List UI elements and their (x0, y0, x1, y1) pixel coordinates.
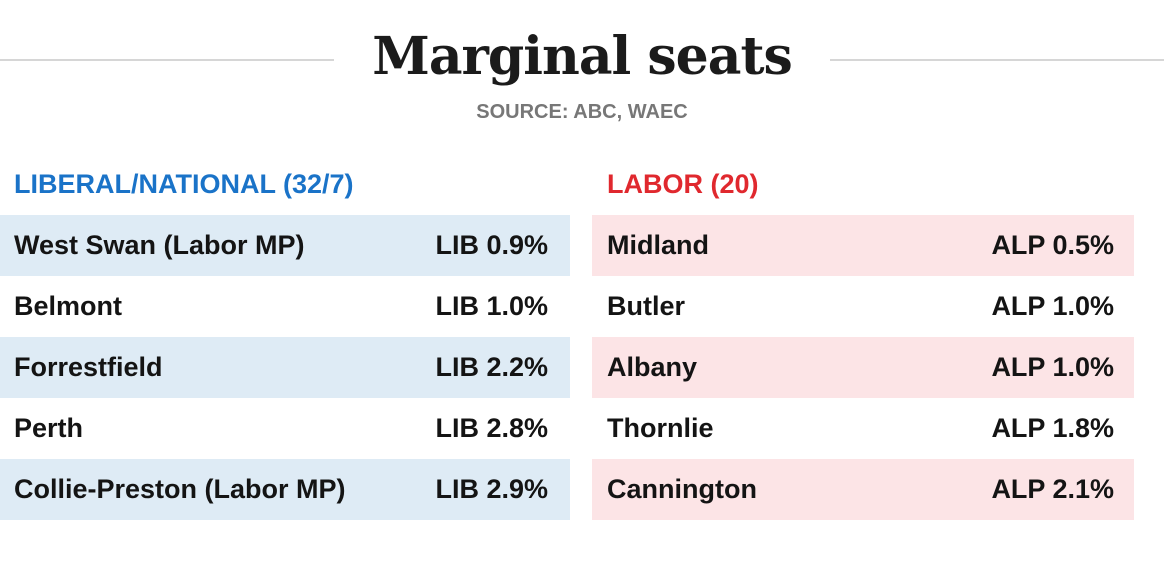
table-row: Thornlie ALP 1.8% (592, 398, 1134, 459)
table-row: Perth LIB 2.8% (0, 398, 570, 459)
seat-margin: LIB 2.8% (435, 413, 548, 443)
table-row: Collie-Preston (Labor MP) LIB 2.9% (0, 459, 570, 520)
liberal-national-rows: West Swan (Labor MP) LIB 0.9% Belmont LI… (0, 215, 570, 520)
seat-margin: LIB 2.9% (435, 474, 548, 504)
seat-name: Collie-Preston (Labor MP) (14, 474, 346, 504)
seat-name: Albany (607, 352, 698, 382)
seat-name: Midland (607, 230, 709, 260)
seat-margin: ALP 1.0% (991, 291, 1114, 321)
header-rule-right (830, 59, 1164, 61)
seat-name: Belmont (14, 291, 122, 321)
table-row: West Swan (Labor MP) LIB 0.9% (0, 215, 570, 276)
seat-margin: LIB 1.0% (435, 291, 548, 321)
liberal-national-table: LIBERAL/NATIONAL (32/7) West Swan (Labor… (0, 160, 570, 520)
table-row: Cannington ALP 2.1% (592, 459, 1134, 520)
seat-margin: ALP 1.0% (991, 352, 1114, 382)
table-row: Forrestfield LIB 2.2% (0, 337, 570, 398)
seat-name: Perth (14, 413, 84, 443)
labor-table: LABOR (20) Midland ALP 0.5% Butler ALP 1… (592, 160, 1134, 520)
table-row: Midland ALP 0.5% (592, 215, 1134, 276)
seat-margin: LIB 2.2% (435, 352, 548, 382)
labor-rows: Midland ALP 0.5% Butler ALP 1.0% Albany … (592, 215, 1134, 520)
seat-margin: ALP 1.8% (991, 413, 1114, 443)
table-row: Belmont LIB 1.0% (0, 276, 570, 337)
seat-name: Forrestfield (14, 352, 163, 382)
liberal-national-heading: LIBERAL/NATIONAL (32/7) (14, 169, 354, 199)
table-row: Butler ALP 1.0% (592, 276, 1134, 337)
seat-margin: LIB 0.9% (435, 230, 548, 260)
header-rule-left (0, 59, 334, 61)
seat-name: Thornlie (607, 413, 714, 443)
seat-name: Butler (607, 291, 686, 321)
seat-margin: ALP 0.5% (991, 230, 1114, 260)
seat-margin: ALP 2.1% (991, 474, 1114, 504)
seat-name: Cannington (607, 474, 757, 504)
chart-header: Marginal seats SOURCE: ABC, WAEC (0, 0, 1164, 140)
chart-source: SOURCE: ABC, WAEC (476, 101, 688, 123)
chart-title: Marginal seats (372, 26, 792, 87)
seat-name: West Swan (Labor MP) (14, 230, 305, 260)
table-row: Albany ALP 1.0% (592, 337, 1134, 398)
labor-heading: LABOR (20) (607, 169, 759, 199)
